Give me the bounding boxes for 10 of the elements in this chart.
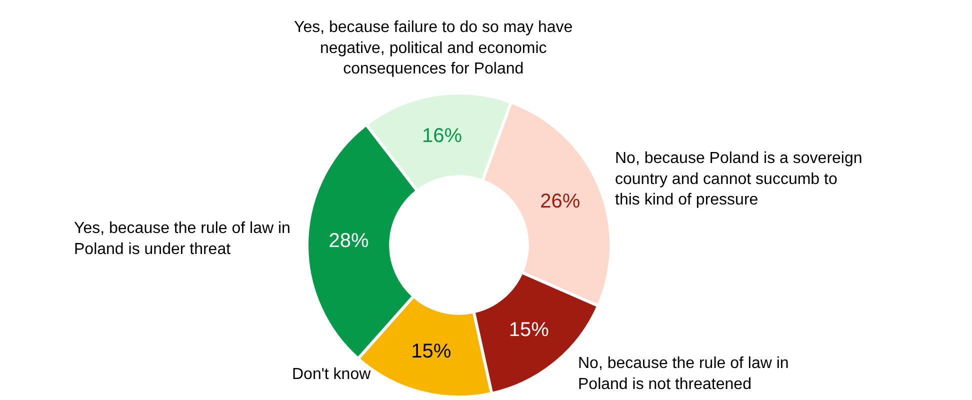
data-label: 26% (540, 190, 580, 213)
data-label: 28% (328, 230, 369, 252)
slice-label: Yes, because failure to do so may have negative, political and economic consequences for Poland (294, 19, 573, 78)
slice-label: No, because the rule of law in Poland is not threatened (578, 355, 789, 393)
slice-label: Don't know (292, 366, 372, 383)
data-label: 15% (411, 340, 452, 363)
slice-label: Yes, because the rule of law in Poland is under threat (74, 220, 290, 258)
data-label: 15% (508, 319, 550, 342)
data-label: 16% (422, 125, 462, 148)
slice-label: No, because Poland is a sovereign country and cannot succumb to this kind of pressure (615, 150, 862, 209)
